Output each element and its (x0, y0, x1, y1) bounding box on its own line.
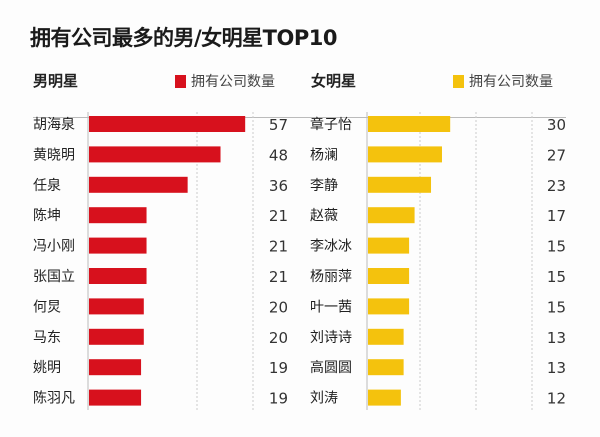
data-label: 23 (547, 177, 566, 195)
data-label: 13 (547, 359, 566, 377)
bar (368, 298, 410, 315)
female-legend-label: 拥有公司数量 (469, 74, 553, 90)
category-label: 黄晓明 (33, 146, 75, 163)
data-label: 30 (547, 116, 566, 134)
data-label: 17 (547, 207, 566, 225)
bar (368, 237, 410, 254)
data-label: 27 (547, 146, 566, 164)
bar (89, 298, 144, 315)
bar (368, 116, 451, 132)
bar (368, 268, 410, 284)
data-label: 15 (547, 268, 566, 286)
bar (89, 359, 142, 376)
data-label: 19 (269, 359, 288, 377)
data-label: 36 (269, 177, 288, 195)
data-label: 12 (547, 390, 566, 408)
bar (89, 389, 142, 406)
data-label: 19 (269, 390, 288, 408)
data-label: 21 (269, 268, 288, 286)
bar (89, 328, 144, 345)
category-label: 任泉 (33, 177, 61, 194)
category-label: 杨澜 (310, 147, 338, 163)
data-label: 20 (269, 298, 288, 316)
legend-swatch-red (175, 74, 186, 88)
data-label: 21 (269, 207, 288, 225)
category-label: 赵薇 (310, 208, 338, 224)
legend-swatch-yellow (453, 74, 464, 88)
bar (89, 116, 246, 132)
bar (89, 207, 147, 224)
data-label: 20 (269, 329, 288, 347)
female-panel-label: 女明星 (311, 72, 357, 90)
chart-title: 拥有公司最多的男/女明星TOP10 (30, 26, 337, 50)
category-label: 叶一茜 (310, 299, 352, 315)
data-label: 57 (269, 116, 288, 134)
category-label: 刘诗诗 (310, 330, 352, 346)
bar (368, 359, 404, 376)
category-label: 杨丽萍 (310, 269, 352, 285)
bar (89, 237, 147, 254)
category-label: 李静 (310, 178, 338, 194)
category-label: 章子怡 (310, 116, 352, 133)
category-label: 张国立 (33, 269, 75, 285)
category-label: 陈羽凡 (33, 390, 75, 407)
bar (368, 176, 432, 193)
bar (89, 176, 188, 193)
bar (89, 268, 147, 284)
male-panel-label: 男明星 (33, 72, 79, 90)
category-label: 陈坤 (33, 207, 61, 224)
header-divider (33, 117, 566, 118)
category-label: 何炅 (33, 299, 61, 315)
male-legend-label: 拥有公司数量 (191, 74, 275, 90)
bar (368, 389, 401, 406)
male-legend: 拥有公司数量 (175, 71, 275, 91)
category-label: 马东 (33, 330, 61, 346)
category-label: 刘涛 (310, 391, 338, 407)
data-label: 15 (547, 238, 566, 256)
bar (368, 207, 415, 224)
data-label: 13 (547, 329, 566, 347)
category-label: 胡海泉 (33, 116, 75, 133)
data-label: 21 (269, 238, 288, 256)
data-label: 15 (547, 298, 566, 316)
data-label: 48 (269, 146, 288, 164)
bar (368, 146, 442, 163)
category-label: 高圆圆 (310, 359, 352, 376)
bar (368, 328, 404, 345)
category-label: 李冰冰 (310, 239, 352, 255)
female-legend: 拥有公司数量 (453, 71, 553, 91)
bar (89, 146, 221, 163)
category-label: 冯小刚 (33, 239, 75, 255)
category-label: 姚明 (33, 360, 61, 376)
